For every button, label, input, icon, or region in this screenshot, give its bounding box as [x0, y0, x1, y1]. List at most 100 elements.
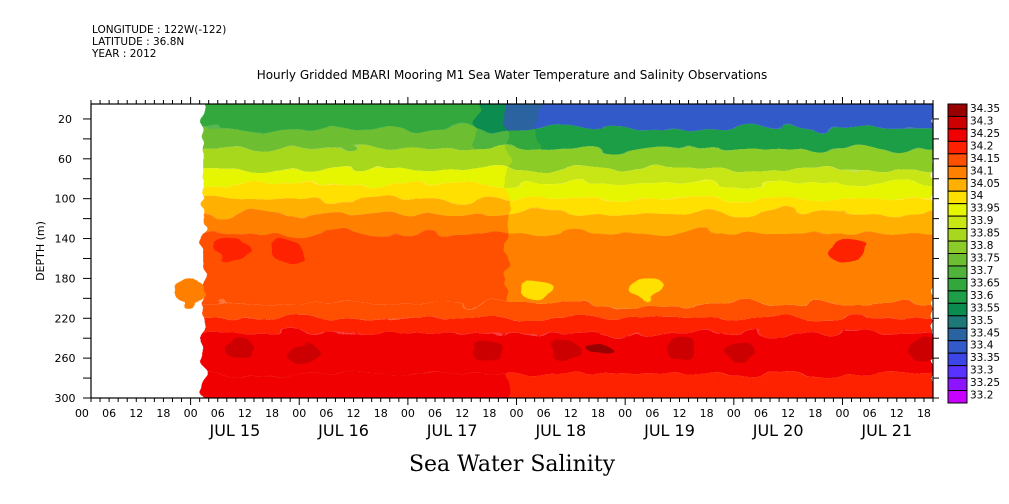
salinity-band — [324, 128, 358, 149]
colorbar-label: 34.2 — [970, 140, 993, 152]
salinity-core — [631, 277, 664, 300]
salinity-band — [597, 233, 631, 304]
salinity-band — [294, 213, 327, 234]
salinity-band — [749, 148, 783, 169]
salinity-band — [537, 303, 570, 319]
salinity-band — [537, 104, 570, 129]
salinity-core — [586, 343, 619, 354]
x-day-label: JUL 16 — [317, 421, 369, 440]
salinity-core — [663, 337, 696, 360]
colorbar-label: 33.35 — [970, 352, 1000, 364]
salinity-band — [658, 318, 692, 334]
salinity-band — [537, 168, 570, 184]
colorbar-swatch — [947, 190, 968, 205]
x-tick-label: 06 — [754, 407, 768, 420]
salinity-band — [355, 303, 388, 319]
x-day-label: JUL 17 — [426, 421, 478, 440]
salinity-band — [415, 213, 449, 234]
salinity-band — [324, 104, 358, 129]
salinity-band — [658, 303, 692, 319]
x-day-label: JUL 18 — [534, 421, 586, 440]
colorbar-label: 34.15 — [970, 153, 1000, 165]
x-tick-label: 12 — [238, 407, 252, 420]
colorbar-label: 34.25 — [970, 128, 1000, 140]
colorbar-label: 33.55 — [970, 302, 1000, 314]
salinity-band — [567, 148, 600, 169]
salinity-field — [174, 104, 933, 398]
salinity-band — [840, 333, 874, 374]
salinity-band — [446, 373, 479, 398]
salinity-band — [567, 373, 600, 398]
salinity-band — [203, 373, 236, 398]
salinity-band — [385, 213, 418, 234]
salinity-band — [415, 373, 449, 398]
colorbar-swatch — [947, 128, 968, 142]
colorbar-swatch — [947, 277, 968, 292]
salinity-band — [628, 303, 661, 319]
salinity-band — [719, 168, 752, 184]
salinity-band — [506, 198, 540, 214]
salinity-band — [810, 183, 843, 199]
colorbar-label: 33.65 — [970, 277, 1000, 289]
salinity-band — [871, 213, 904, 234]
salinity-band — [658, 128, 692, 149]
salinity-band — [263, 303, 297, 319]
salinity-band — [476, 318, 509, 334]
x-tick-label: 18 — [265, 407, 279, 420]
salinity-band — [597, 183, 631, 199]
colorbar-swatch — [947, 153, 968, 167]
y-tick-label: 300 — [55, 392, 76, 405]
salinity-band — [506, 303, 540, 319]
salinity-band — [719, 373, 752, 398]
salinity-band — [749, 233, 783, 304]
salinity-band — [658, 168, 692, 184]
colorbar-swatch — [947, 165, 968, 180]
salinity-band — [446, 303, 479, 319]
salinity-band — [355, 373, 388, 398]
x-tick-label: 18 — [700, 407, 714, 420]
x-tick-label: 12 — [455, 407, 469, 420]
salinity-band — [719, 183, 752, 199]
salinity-band — [537, 128, 570, 149]
salinity-band — [628, 333, 661, 374]
salinity-band — [901, 183, 933, 199]
colorbar-label: 33.95 — [970, 203, 1000, 215]
salinity-band — [567, 318, 600, 334]
salinity-band — [537, 213, 570, 234]
colorbar-swatch — [947, 390, 968, 404]
salinity-band — [658, 148, 692, 169]
salinity-band — [840, 168, 874, 184]
salinity-band — [780, 128, 813, 149]
x-tick-label: 00 — [727, 407, 741, 420]
colorbar-swatch — [947, 103, 968, 117]
salinity-band — [537, 318, 570, 334]
salinity-band — [810, 333, 843, 374]
x-tick-label: 12 — [781, 407, 795, 420]
salinity-band — [385, 303, 418, 319]
colorbar-label: 33.75 — [970, 253, 1000, 265]
x-tick-label: 06 — [102, 407, 116, 420]
salinity-band — [719, 213, 752, 234]
salinity-band — [810, 104, 843, 129]
longitude-label: LONGITUDE : 122W(-122) — [92, 24, 227, 36]
colorbar-swatch — [947, 265, 968, 279]
salinity-band — [415, 333, 449, 374]
salinity-band — [810, 213, 843, 234]
salinity-band — [628, 168, 661, 184]
salinity-band — [840, 104, 874, 129]
salinity-band — [597, 198, 631, 214]
salinity-band — [597, 148, 631, 169]
colorbar-swatch — [947, 290, 968, 304]
salinity-band — [840, 148, 874, 169]
colorbar-label: 34.05 — [970, 178, 1000, 190]
salinity-band — [385, 148, 418, 169]
salinity-band — [263, 213, 297, 234]
x-day-label: JUL 19 — [643, 421, 695, 440]
salinity-band — [871, 148, 904, 169]
salinity-band — [567, 128, 600, 149]
colorbar-label: 33.25 — [970, 377, 1000, 389]
salinity-band — [506, 318, 540, 334]
plot-frame — [90, 103, 934, 399]
x-tick-label: 00 — [292, 407, 306, 420]
colorbar-swatch — [947, 203, 968, 217]
